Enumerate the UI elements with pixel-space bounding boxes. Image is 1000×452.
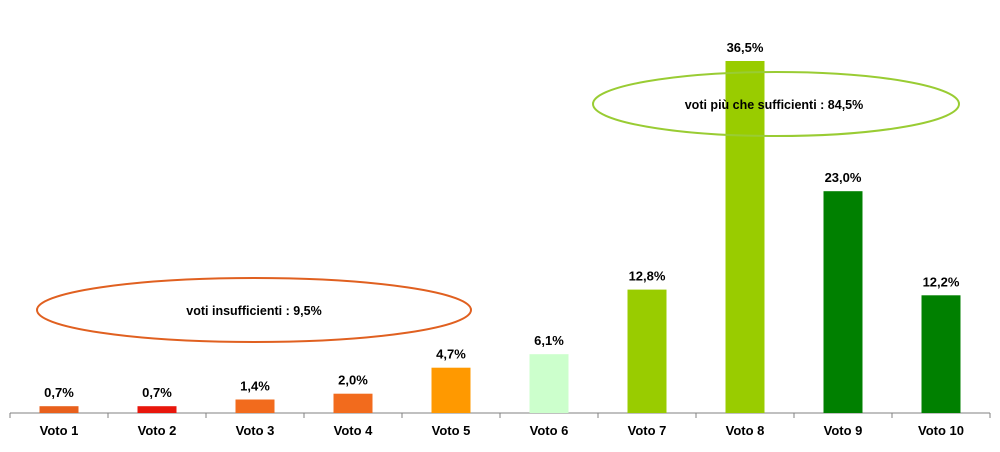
category-label: Voto 8 <box>726 423 765 438</box>
category-label: Voto 4 <box>334 423 374 438</box>
category-label: Voto 2 <box>138 423 177 438</box>
category-label: Voto 1 <box>40 423 79 438</box>
bar-value-label: 36,5% <box>727 40 764 55</box>
category-label: Voto 3 <box>236 423 275 438</box>
annotation-insufficient-ellipse <box>36 277 472 343</box>
bar-value-label: 1,4% <box>240 379 270 394</box>
bar-9 <box>823 191 863 413</box>
bar-value-label: 0,7% <box>142 385 172 400</box>
bar-3 <box>235 399 275 413</box>
bar-10 <box>921 295 961 413</box>
bar-2 <box>137 406 177 413</box>
category-label: Voto 10 <box>918 423 964 438</box>
bar-4 <box>333 393 373 413</box>
annotation-insufficient: voti insufficienti : 9,5% <box>36 277 472 343</box>
annotation-insufficient-text: voti insufficienti : 9,5% <box>186 304 321 318</box>
bar-1 <box>39 406 79 413</box>
bar-8 <box>725 61 765 413</box>
category-label: Voto 5 <box>432 423 471 438</box>
annotation-more-than-sufficient: voti più che sufficienti : 84,5% <box>592 71 960 137</box>
bar-value-label: 12,2% <box>923 274 960 289</box>
bars-group <box>39 61 961 413</box>
category-label: Voto 7 <box>628 423 667 438</box>
bar-value-label: 23,0% <box>825 170 862 185</box>
value-labels-group: 0,7% 0,7% 1,4% 2,0% 4,7% 6,1% 12,8% 36,5% 23,0% 1… <box>44 40 960 400</box>
bar-6 <box>529 354 569 413</box>
x-axis-ticks <box>9 413 991 418</box>
bar-value-label: 4,7% <box>436 347 466 362</box>
bar-value-label: 6,1% <box>534 333 564 348</box>
bar-value-label: 0,7% <box>44 385 74 400</box>
bar-value-label: 12,8% <box>629 269 666 284</box>
category-labels-group: Voto 1 Voto 2 Voto 3 Voto 4 Voto 5 Voto 6 Voto… <box>40 423 964 438</box>
bar-5 <box>431 367 471 413</box>
annotation-more-than-sufficient-text: voti più che sufficienti : 84,5% <box>685 98 864 112</box>
category-label: Voto 6 <box>530 423 569 438</box>
annotation-more-than-sufficient-ellipse <box>592 71 960 137</box>
category-label: Voto 9 <box>824 423 863 438</box>
bar-7 <box>627 289 667 413</box>
bar-value-label: 2,0% <box>338 373 368 388</box>
